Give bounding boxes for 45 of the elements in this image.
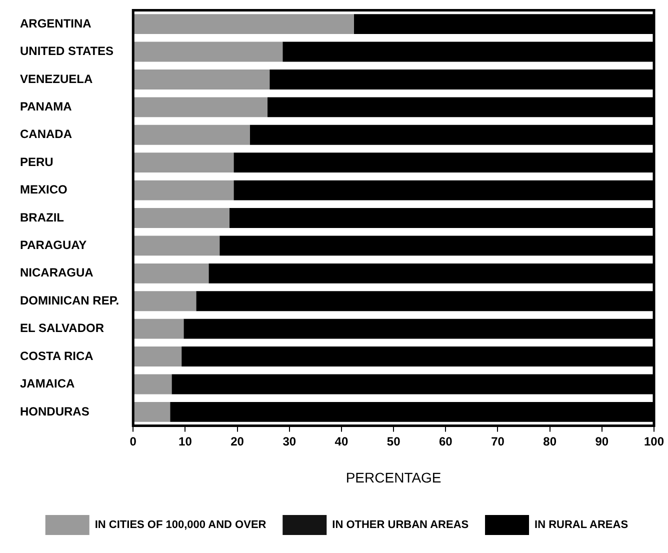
legend-label: IN OTHER URBAN AREAS [332,519,469,532]
bar [134,14,354,34]
bar [134,374,172,394]
y-tick-label: BRAZIL [20,210,64,224]
y-tick-label: ARGENTINA [20,16,92,30]
bar [134,402,170,422]
bar [134,291,196,312]
x-tick-label: 50 [386,434,401,448]
bar [134,346,182,367]
y-tick-label: MEXICO [20,182,68,197]
legend-label: IN CITIES OF 100,000 AND OVER [94,519,266,532]
x-tick-label: 100 [644,434,664,448]
y-tick-label: VENEZUELA [20,72,94,86]
y-tick-label: PANAMA [20,99,72,114]
x-tick-label: 60 [438,434,453,448]
y-tick-label: EL SALVADOR [20,321,104,336]
y-tick-label: PERU [20,154,54,169]
bar [134,69,270,90]
x-tick-label: 80 [543,434,557,448]
legend-label: IN RURAL AREAS [534,519,628,532]
x-tick-label: 10 [178,434,192,448]
bar [134,263,209,284]
x-tick-label: 30 [282,434,296,448]
y-tick-label: PARAGUAY [20,238,87,252]
y-tick-label: JAMAICA [20,376,75,391]
x-tick-label: 40 [334,434,348,448]
y-tick-label: UNITED STATES [20,44,114,58]
y-tick-label: NICARAGUA [20,266,94,280]
x-axis-title: PERCENTAGE [346,469,442,486]
y-tick-label: COSTA RICA [20,348,94,363]
bar [134,208,230,228]
bar [134,97,268,118]
bar [134,318,184,339]
bar [134,42,283,62]
y-tick-label: HONDURAS [20,404,90,418]
bar [134,152,234,173]
x-tick-label: 90 [595,434,609,448]
x-tick-label: 70 [491,434,505,448]
bar [134,236,220,256]
y-tick-label: DOMINICAN REP. [20,293,120,308]
y-tick-label: CANADA [20,127,72,142]
bar [134,180,234,200]
x-tick-label: 0 [130,434,137,448]
x-tick-label: 20 [230,434,244,448]
bar [134,124,250,145]
